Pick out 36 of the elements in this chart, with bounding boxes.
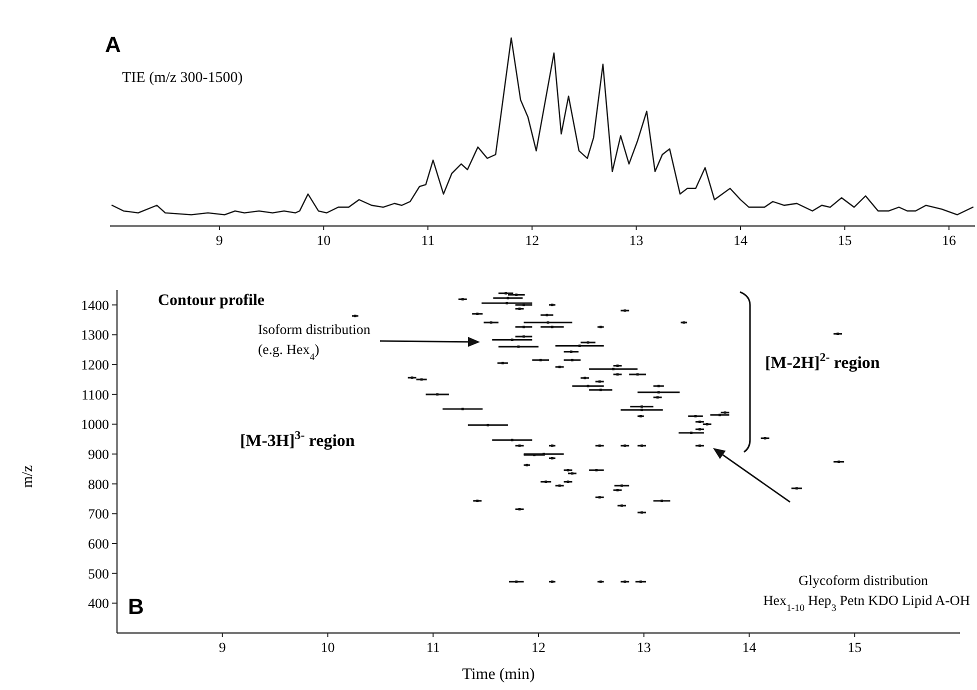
y-tick-label: 700 [88, 508, 109, 523]
x-axis-title: Time (min) [462, 666, 535, 683]
x-tick-label: 14 [742, 641, 756, 656]
x-tick-label: 9 [216, 234, 223, 249]
annotation: Glycoform distribution Hex$_{1-10}$ Hep$_{3}$ Petn KDO Lipid A-OH [763, 574, 970, 614]
annotation: [M-3H]$^{3-}$ region [240, 428, 356, 450]
y-axis-title: m/z [20, 464, 36, 488]
y-tick-label: 600 [88, 538, 109, 553]
chart-title: A [105, 32, 121, 57]
x-tick-label: 11 [421, 234, 435, 249]
y-tick-label: 800 [88, 478, 109, 493]
x-tick-label: 13 [636, 641, 651, 656]
x-tick-label: 12 [532, 641, 546, 656]
y-tick-label: 1100 [82, 388, 109, 404]
y-tick-label: 1200 [81, 358, 109, 374]
x-tick-label: 10 [316, 234, 331, 249]
annotation: TIE (m/z 300-1500) [122, 70, 243, 86]
annotation: Isoform distribution (e.g. Hex$_{4}$) [258, 323, 370, 362]
x-tick-label: 12 [525, 234, 540, 249]
annotation: [M-2H]$^{2-}$ region [765, 350, 880, 372]
annotation: Contour profile [158, 292, 265, 309]
y-tick-label: 400 [88, 597, 109, 612]
x-tick-label: 9 [218, 641, 226, 656]
x-tick-label: 16 [942, 234, 956, 249]
text: B [128, 594, 144, 619]
y-tick-label: 1300 [81, 328, 109, 344]
y-tick-label: 500 [88, 567, 109, 582]
x-tick-label: 15 [848, 641, 862, 656]
x-tick-label: 14 [734, 234, 748, 249]
y-tick-label: 900 [88, 448, 109, 464]
y-tick-label: 1000 [81, 418, 109, 434]
y-tick-label: 1400 [81, 298, 109, 314]
x-tick-label: 13 [629, 234, 644, 249]
x-tick-label: 11 [426, 641, 440, 656]
x-tick-label: 10 [320, 641, 335, 656]
x-tick-label: 15 [838, 234, 852, 249]
